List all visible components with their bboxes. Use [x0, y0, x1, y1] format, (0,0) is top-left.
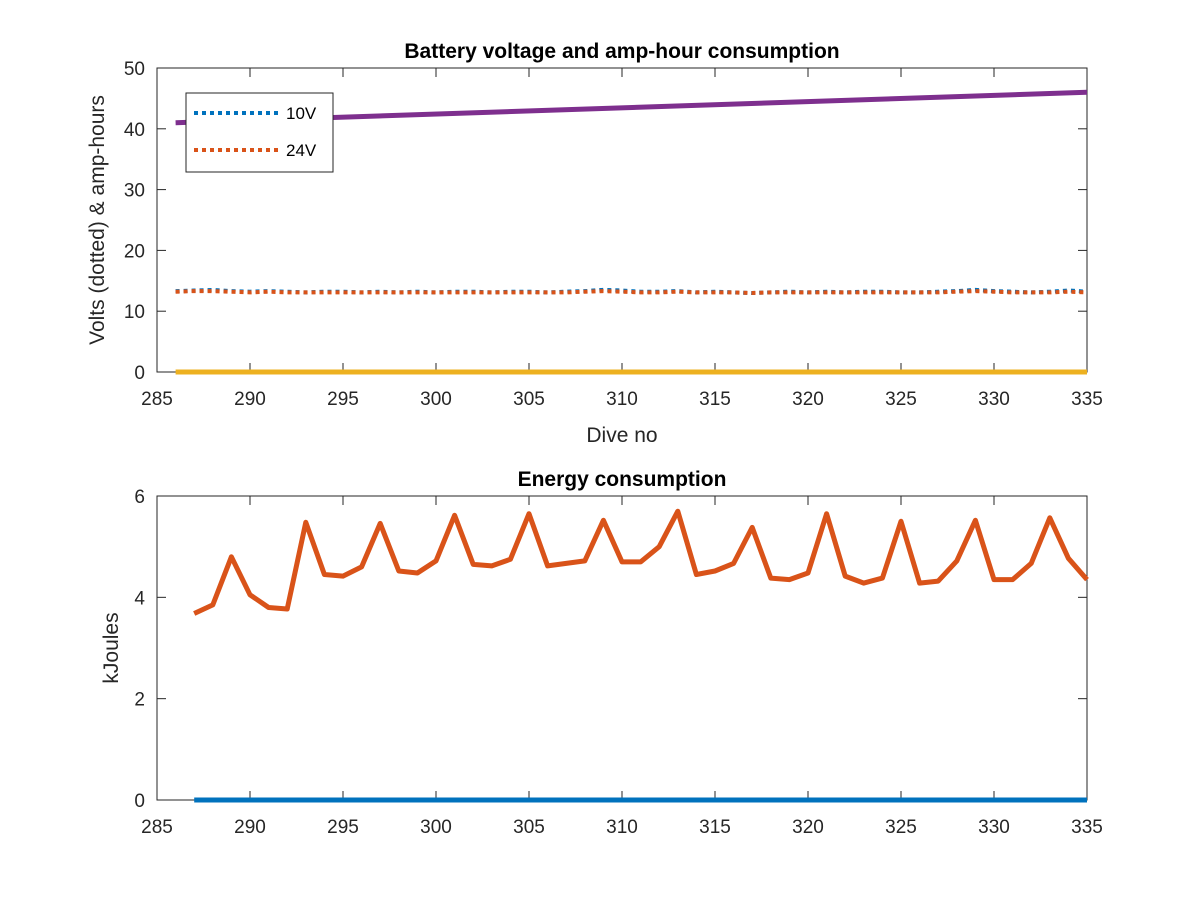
- legend: 10V 24V: [185, 92, 334, 173]
- y-tick-label: 30: [124, 181, 145, 202]
- x-tick-label: 335: [1071, 817, 1103, 838]
- x-tick-label: 320: [792, 817, 824, 838]
- y-tick-label: 0: [134, 363, 145, 384]
- y-tick-label: 40: [124, 120, 145, 141]
- y-tick-label: 20: [124, 241, 145, 262]
- chart-1: 285 290 295 300 305 310 315 320 325 330 335 0 10 20 30…: [86, 40, 1103, 447]
- x-tick-label: 310: [606, 817, 638, 838]
- x-tick-label: 290: [234, 817, 266, 838]
- y-tick-label: 0: [134, 791, 145, 812]
- x-tick-label: 295: [327, 389, 359, 410]
- y-tick-label: 10: [124, 302, 145, 323]
- chart-2: 285 290 295 300 305 310 315 320 325 330 335 0 2 4 6 Ene…: [100, 468, 1103, 838]
- x-tick-label: 325: [885, 389, 917, 410]
- x-tick-label: 315: [699, 817, 731, 838]
- legend-box: [185, 92, 334, 173]
- y-tick-label: 50: [124, 59, 145, 80]
- y-tick-label: 2: [134, 690, 145, 711]
- x-tick-label: 300: [420, 817, 452, 838]
- y-axis-label: kJoules: [100, 612, 123, 683]
- legend-label: 10V: [286, 104, 317, 123]
- x-tick-label: 285: [141, 389, 173, 410]
- x-tick-label: 320: [792, 389, 824, 410]
- y-axis-label: Volts (dotted) & amp-hours: [86, 95, 109, 345]
- x-tick-label: 330: [978, 817, 1010, 838]
- x-tick-label: 315: [699, 389, 731, 410]
- legend-label: 24V: [286, 141, 317, 160]
- x-tick-label: 310: [606, 389, 638, 410]
- x-tick-label: 305: [513, 817, 545, 838]
- x-tick-label: 335: [1071, 389, 1103, 410]
- y-tick-label: 6: [134, 487, 145, 508]
- plot-area-frame: [156, 495, 1088, 801]
- x-tick-label: 305: [513, 389, 545, 410]
- x-tick-label: 325: [885, 817, 917, 838]
- x-tick-label: 295: [327, 817, 359, 838]
- y-tick-label: 4: [134, 588, 145, 609]
- x-tick-label: 300: [420, 389, 452, 410]
- x-tick-label: 285: [141, 817, 173, 838]
- series-line-1: [175, 287, 1088, 295]
- chart-title: Battery voltage and amp-hour consumption: [404, 40, 839, 63]
- x-tick-label: 290: [234, 389, 266, 410]
- series-line-1: [193, 508, 1089, 616]
- chart-title: Energy consumption: [518, 468, 727, 491]
- x-tick-label: 330: [978, 389, 1010, 410]
- x-axis-label: Dive no: [586, 424, 657, 447]
